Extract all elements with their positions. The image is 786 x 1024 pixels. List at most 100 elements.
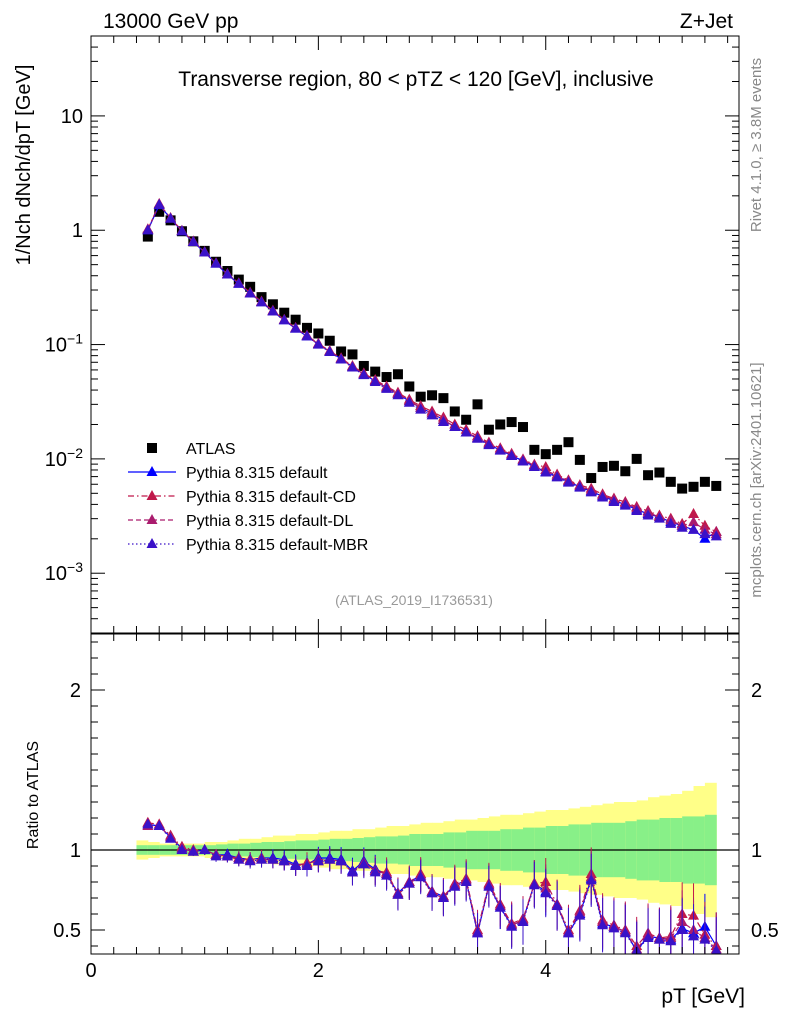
data-point <box>290 314 301 325</box>
data-point <box>665 476 676 487</box>
data-point <box>358 369 370 380</box>
data-point <box>313 328 324 339</box>
ratio-point <box>153 820 165 830</box>
data-point <box>267 299 278 310</box>
data-point <box>677 483 688 494</box>
ratio-point <box>699 933 711 944</box>
data-point <box>336 346 347 357</box>
data-point <box>256 296 268 307</box>
y-tick-label-right: 0.5 <box>751 920 779 942</box>
ratio-point <box>221 850 233 861</box>
ratio-point <box>711 944 722 954</box>
data-point <box>324 346 336 357</box>
y-tick-label: 0.5 <box>53 920 81 942</box>
legend-marker <box>146 538 158 548</box>
data-point <box>597 461 608 472</box>
data-point <box>347 349 358 360</box>
data-point <box>711 480 722 491</box>
y-tick-label: 10−3 <box>45 559 83 585</box>
legend-label: Pythia 8.315 default-DL <box>186 513 353 530</box>
data-point <box>438 393 449 404</box>
data-point <box>586 473 597 484</box>
data-point <box>676 521 688 532</box>
ratio-point <box>619 927 631 938</box>
series-line <box>147 203 717 537</box>
data-point <box>699 476 710 487</box>
ratio-point <box>335 855 347 866</box>
legend-marker <box>146 490 158 500</box>
legend-marker <box>146 466 158 476</box>
data-point <box>518 422 528 433</box>
data-point <box>415 403 427 414</box>
data-point <box>631 453 642 464</box>
data-point <box>312 338 324 349</box>
ratio-point <box>381 869 393 880</box>
data-point <box>437 416 449 427</box>
ratio-point <box>187 845 199 856</box>
data-point <box>528 460 540 471</box>
ratio-point <box>653 933 665 944</box>
data-point <box>506 417 517 428</box>
ratio-point <box>517 916 529 926</box>
ratio-frame <box>90 633 740 955</box>
data-point <box>688 507 700 518</box>
ratio-point <box>506 920 518 931</box>
data-point <box>495 419 506 430</box>
data-point <box>461 414 472 425</box>
data-point <box>244 287 256 298</box>
legend-marker <box>147 443 157 453</box>
ratio-point <box>494 901 506 912</box>
ratio-point <box>403 877 415 888</box>
data-point <box>529 444 540 455</box>
ratio-point <box>642 932 654 942</box>
ratio-point <box>358 858 370 869</box>
legend: ATLAS Pythia 8.315 default Pythia 8.315 de… <box>128 441 368 554</box>
top-panel: 10 1 10−1 10−2 10−3 Transverse region, 80 < … <box>13 35 740 634</box>
data-point <box>710 530 722 541</box>
data-point <box>699 528 711 539</box>
ratio-point <box>210 850 222 861</box>
data-point <box>290 322 302 333</box>
ratio-point <box>301 860 313 870</box>
data-point <box>415 391 426 402</box>
data-point <box>392 369 403 380</box>
y-tick-label: 10−2 <box>45 445 83 471</box>
ratio-axes: 0 2 4 0.5 0.5 1 1 2 2 <box>53 634 779 982</box>
data-point <box>324 335 335 346</box>
data-point <box>449 421 461 432</box>
ratio-point <box>415 871 427 882</box>
data-point <box>358 360 369 371</box>
header-right: Z+Jet <box>680 10 733 33</box>
data-point <box>199 246 211 257</box>
data-point <box>403 396 415 407</box>
ratio-point <box>290 860 302 870</box>
data-point <box>483 439 495 450</box>
data-point <box>165 212 177 223</box>
ratio-data-layer <box>142 816 722 954</box>
data-point <box>392 389 404 400</box>
ratio-point <box>244 855 256 866</box>
ratio-point <box>369 866 381 877</box>
data-point <box>608 495 620 506</box>
data-point <box>540 449 551 460</box>
data-point <box>506 450 518 461</box>
ratio-point <box>574 909 586 920</box>
data-point <box>370 366 381 377</box>
data-point <box>688 516 700 527</box>
top-title: Transverse region, 80 < pTZ < 120 [GeV],… <box>178 68 653 91</box>
data-point <box>346 361 358 372</box>
ratio-point <box>256 853 268 864</box>
data-point <box>574 454 585 465</box>
ratio-panel: 0 2 4 0.5 0.5 1 1 2 2 Ratio to ATLAS pT [GeV] <box>25 633 779 1008</box>
rivet-label: Rivet 4.1.0, ≥ 3.8M events <box>748 58 765 232</box>
top-axes: 10 1 10−1 10−2 10−3 <box>45 35 739 634</box>
data-point <box>279 307 290 318</box>
data-point <box>449 406 460 417</box>
y-tick-label: 1 <box>70 840 81 862</box>
header-left: 13000 GeV pp <box>103 10 238 33</box>
data-point <box>654 467 665 478</box>
legend-marker <box>146 514 158 524</box>
data-point <box>427 390 438 401</box>
x-tick-label: 4 <box>540 960 551 982</box>
